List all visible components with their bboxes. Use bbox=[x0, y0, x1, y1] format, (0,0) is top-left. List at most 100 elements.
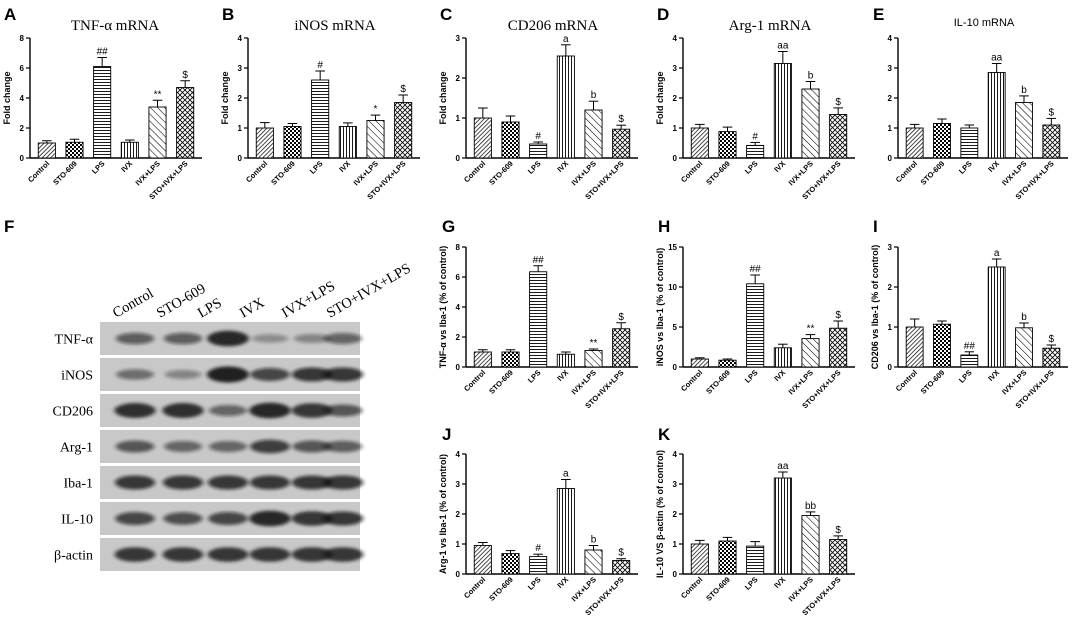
y-tick-label: 4 bbox=[673, 450, 678, 459]
blot-row-label: Iba-1 bbox=[63, 477, 93, 492]
category-label: IVX+LPS bbox=[570, 159, 598, 187]
category-label: LPS bbox=[743, 368, 760, 385]
chart-g: G 0 2 4 6 8 TNF-α vs Iba-1 (% of control) Contr… bbox=[438, 217, 638, 410]
category-label: IVX bbox=[555, 159, 570, 174]
blot-row-label: IL-10 bbox=[61, 513, 93, 528]
bar bbox=[120, 141, 139, 159]
y-tick-label: 1 bbox=[888, 124, 893, 133]
significance-label: aa bbox=[991, 53, 1003, 64]
bar bbox=[529, 143, 548, 159]
y-tick-label: 6 bbox=[456, 273, 461, 282]
bar bbox=[366, 120, 385, 159]
blot-band bbox=[115, 512, 155, 525]
category-label: STO-609 bbox=[919, 159, 947, 187]
y-tick-label: 3 bbox=[673, 480, 678, 489]
y-tick-label: 2 bbox=[20, 124, 25, 133]
y-tick-label: 10 bbox=[668, 283, 677, 292]
y-tick-label: 1 bbox=[238, 124, 243, 133]
y-tick-label: 3 bbox=[238, 64, 243, 73]
bar bbox=[905, 127, 924, 159]
chart-title: iNOS mRNA bbox=[294, 18, 375, 34]
category-label: IVX bbox=[119, 159, 134, 174]
bar bbox=[718, 540, 737, 575]
bar bbox=[829, 327, 848, 368]
y-tick-label: 0 bbox=[888, 154, 893, 163]
significance-label: ** bbox=[590, 338, 598, 349]
category-label: LPS bbox=[526, 159, 543, 176]
category-label: STO-609 bbox=[487, 368, 515, 396]
blot-row-label: TNF-α bbox=[55, 333, 94, 348]
blot-band bbox=[115, 332, 155, 345]
blot-band bbox=[291, 475, 333, 490]
chart-k: K 0 1 2 3 4 IL-10 VS β-actin (% of control) Con… bbox=[655, 425, 855, 617]
bar bbox=[905, 326, 924, 368]
chart-title: TNF-α mRNA bbox=[71, 18, 159, 34]
bar bbox=[501, 553, 520, 575]
blot-band bbox=[291, 547, 333, 562]
blot-band bbox=[250, 439, 290, 454]
significance-label: # bbox=[535, 131, 541, 142]
category-label: LPS bbox=[957, 159, 974, 176]
category-label: Control bbox=[462, 575, 487, 600]
category-label: Control bbox=[244, 159, 269, 184]
y-tick-label: 0 bbox=[888, 363, 893, 372]
blot-row-label: Arg-1 bbox=[60, 441, 93, 456]
chart-title: CD206 mRNA bbox=[508, 18, 599, 34]
chart-a: A TNF-α mRNA 0 2 4 6 8 Fold change Control STO-60… bbox=[2, 5, 202, 201]
significance-label: $ bbox=[618, 312, 624, 323]
bar bbox=[612, 128, 631, 159]
category-label: LPS bbox=[957, 368, 974, 385]
panel-letter: D bbox=[657, 5, 669, 24]
y-axis-label: iNOS vs Iba-1 (% of control) bbox=[655, 248, 665, 367]
category-label: LPS bbox=[743, 159, 760, 176]
bar bbox=[746, 144, 765, 159]
bar bbox=[584, 350, 603, 368]
y-axis-label: Arg-1 vs Iba-1 (% of control) bbox=[438, 454, 448, 574]
blot-row: β-actin bbox=[54, 538, 364, 571]
category-label: STO-609 bbox=[704, 368, 732, 396]
significance-label: a bbox=[994, 248, 1000, 259]
y-tick-label: 3 bbox=[888, 64, 893, 73]
blot-row-label: CD206 bbox=[53, 405, 93, 420]
blot-band bbox=[322, 511, 364, 526]
y-tick-label: 2 bbox=[456, 510, 461, 519]
blot-band bbox=[291, 511, 333, 526]
chart-c: C CD206 mRNA 0 1 2 3 Fold change Control STO-609… bbox=[438, 5, 638, 201]
significance-label: ## bbox=[964, 341, 976, 352]
significance-label: ** bbox=[807, 324, 815, 335]
bar bbox=[473, 117, 492, 159]
y-axis-label: Fold change bbox=[438, 71, 448, 124]
y-axis-label: Fold change bbox=[655, 71, 665, 124]
significance-label: a bbox=[563, 469, 569, 480]
significance-label: $ bbox=[835, 97, 841, 108]
category-label: STO-609 bbox=[919, 368, 947, 396]
bar bbox=[987, 72, 1006, 159]
panel-letter: H bbox=[658, 217, 670, 236]
significance-label: $ bbox=[400, 84, 406, 95]
bar bbox=[773, 347, 792, 368]
y-tick-label: 0 bbox=[673, 363, 678, 372]
y-tick-label: 2 bbox=[456, 74, 461, 83]
category-label: IVX bbox=[986, 159, 1001, 174]
bar bbox=[960, 127, 979, 159]
blot-band bbox=[324, 333, 362, 344]
bar bbox=[718, 359, 737, 368]
blot-row: IL-10 bbox=[61, 502, 364, 535]
significance-label: ** bbox=[154, 89, 162, 100]
y-axis-label: Fold change bbox=[220, 71, 230, 124]
bar bbox=[394, 102, 413, 159]
bar bbox=[933, 123, 951, 159]
category-label: LPS bbox=[308, 159, 325, 176]
blot-band bbox=[250, 368, 290, 381]
significance-label: b bbox=[591, 90, 597, 101]
significance-label: b bbox=[591, 535, 597, 546]
category-label: Control bbox=[462, 159, 487, 184]
blot-band bbox=[252, 334, 288, 343]
y-tick-label: 2 bbox=[888, 94, 893, 103]
blot-band bbox=[209, 441, 247, 452]
blot-band bbox=[322, 367, 364, 382]
blot-band bbox=[249, 510, 291, 527]
y-tick-label: 3 bbox=[456, 34, 461, 43]
bar bbox=[556, 488, 575, 575]
bar bbox=[773, 63, 792, 159]
